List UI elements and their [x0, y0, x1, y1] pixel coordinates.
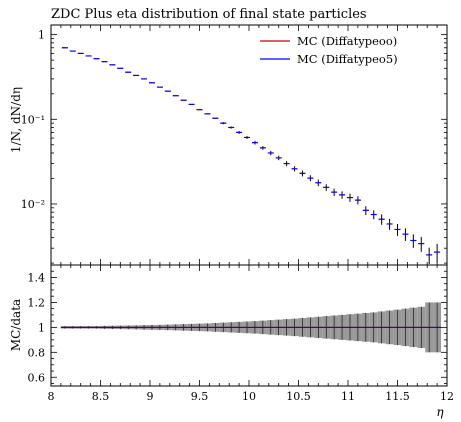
- legend-label-diffatypeo5: MC (Diffatypeo5): [297, 52, 398, 66]
- chart-title: ZDC Plus eta distribution of final state…: [51, 7, 367, 22]
- x-tick-label: 11.5: [385, 390, 410, 403]
- legend-label-diffatypeoo: MC (Diffatypeoo): [297, 34, 397, 48]
- x-tick-label: 9.5: [191, 390, 209, 403]
- ratio-y-tick-label: 1: [38, 321, 45, 334]
- ratio-y-axis-label: MC/data: [9, 299, 23, 351]
- x-axis-label: η: [436, 405, 444, 419]
- main-y-tick-label: 10⁻¹: [21, 113, 45, 126]
- x-tick-label: 12: [440, 390, 454, 403]
- x-tick-label: 10: [242, 390, 256, 403]
- axis-tick-labels: 8 8.5 9 9.5 10 10.5 11 11.5 12 1 10⁻¹ 10⁻² 0.6 0.8 1 1.…: [21, 29, 454, 403]
- main-y-tick-label: 1: [38, 29, 45, 42]
- x-tick-label: 8.5: [92, 390, 110, 403]
- main-series: [61, 47, 441, 265]
- ratio-y-tick-label: 1.4: [28, 271, 46, 284]
- x-tick-label: 10.5: [286, 390, 311, 403]
- legend: MC (Diffatypeoo) MC (Diffatypeo5): [260, 34, 398, 66]
- x-tick-label: 11: [341, 390, 355, 403]
- ratio-y-tick-label: 1.2: [28, 296, 46, 309]
- ratio-y-tick-label: 0.8: [28, 346, 46, 359]
- main-y-tick-label: 10⁻²: [21, 198, 45, 211]
- axis-ticks: [50, 25, 448, 386]
- x-tick-label: 9: [147, 390, 154, 403]
- ratio-y-tick-label: 0.6: [28, 371, 46, 384]
- x-tick-label: 8: [48, 390, 55, 403]
- main-y-axis-label: 1/N, dN/dη: [9, 87, 23, 153]
